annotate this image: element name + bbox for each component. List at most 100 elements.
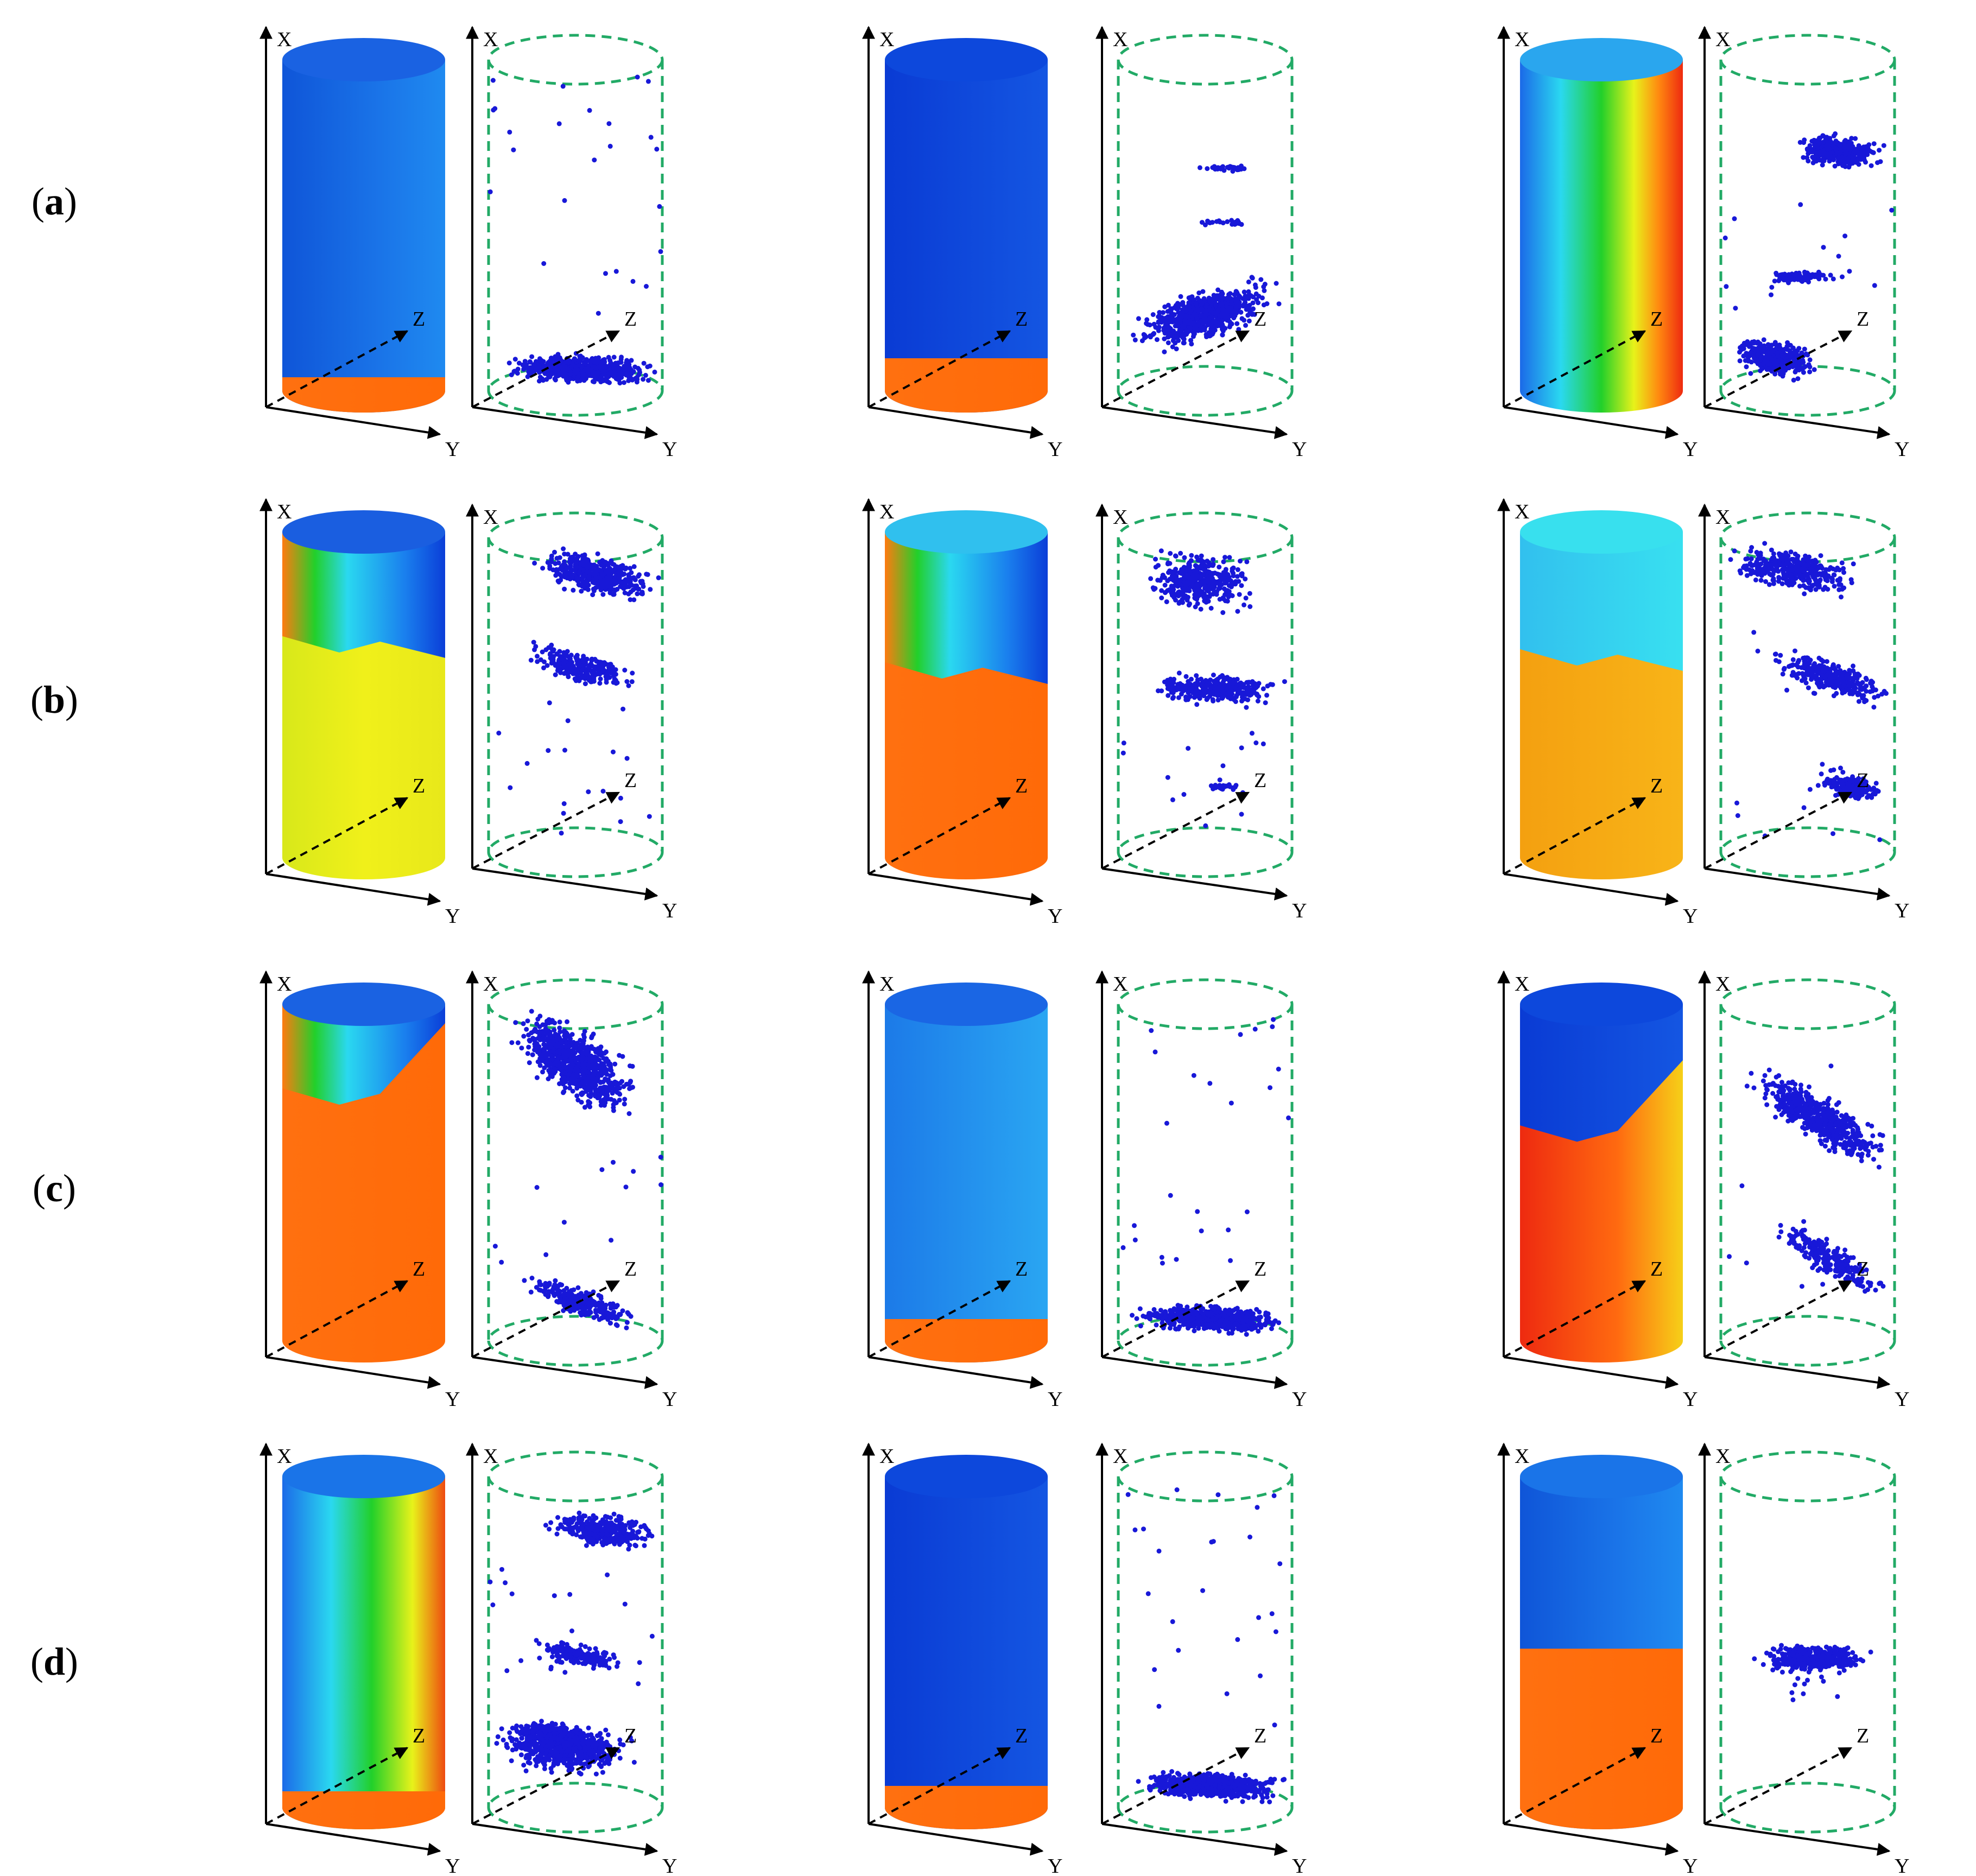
fracture-point: [1732, 216, 1737, 221]
fracture-point: [1159, 595, 1164, 600]
row-label-b: (b): [30, 678, 78, 721]
fracture-point: [1204, 310, 1209, 315]
fracture-point: [1781, 353, 1786, 359]
fracture-point: [1242, 602, 1246, 607]
fracture-point: [1187, 565, 1192, 570]
z-axis-label: Z: [1650, 775, 1663, 797]
fracture-point: [1833, 782, 1838, 787]
fracture-point: [1877, 148, 1882, 153]
y-axis-label: Y: [1895, 438, 1909, 461]
fracture-point: [595, 551, 600, 556]
fracture-point: [634, 375, 639, 380]
fracture-point: [1877, 837, 1883, 842]
fracture-point: [575, 656, 580, 662]
fracture-point: [618, 357, 624, 362]
fracture-point: [1212, 164, 1217, 169]
fracture-point: [1840, 784, 1846, 789]
fracture-point: [1229, 218, 1234, 223]
y-axis: [265, 406, 441, 439]
fracture-point: [568, 371, 573, 377]
fracture-point: [628, 367, 634, 372]
fracture-point: [575, 371, 581, 376]
fracture-point: [527, 1060, 532, 1066]
fracture-point: [1156, 314, 1161, 319]
row-label-c: (c): [33, 1167, 76, 1210]
fracture-point: [1202, 298, 1208, 303]
fracture-point: [598, 666, 604, 671]
fracture-point: [1199, 220, 1205, 225]
fracture-point: [1755, 648, 1760, 654]
fracture-point: [1737, 358, 1743, 364]
fracture-point: [541, 261, 547, 266]
fracture-point: [1798, 360, 1804, 365]
fracture-point: [645, 364, 650, 370]
fracture-point: [1825, 154, 1830, 159]
fracture-point: [1764, 367, 1770, 372]
fracture-point: [596, 310, 601, 316]
fracture-point: [1807, 357, 1813, 363]
fracture-point: [1221, 677, 1226, 683]
fracture-point: [628, 371, 633, 377]
y-axis-label: Y: [1292, 438, 1307, 461]
fracture-point: [1737, 350, 1742, 355]
fracture-point: [555, 668, 560, 673]
fracture-point: [607, 662, 612, 668]
fracture-point: [1205, 166, 1210, 172]
fracture-point: [1818, 553, 1823, 559]
fracture-point: [1755, 567, 1760, 573]
fracture-point: [1239, 745, 1244, 751]
fracture-point: [1831, 693, 1836, 699]
y-axis-label: Y: [445, 905, 460, 928]
fracture-point: [1869, 163, 1874, 168]
fracture-point: [1803, 585, 1809, 590]
fracture-point: [548, 364, 553, 369]
fracture-point: [1861, 144, 1866, 150]
fracture-point: [1855, 681, 1860, 687]
fracture-point: [1832, 584, 1837, 589]
fracture-point: [1215, 320, 1220, 326]
fracture-point: [648, 587, 653, 592]
fracture-point: [1732, 548, 1737, 554]
fracture-point: [1822, 585, 1828, 590]
fracture-point: [1264, 693, 1269, 698]
fracture-point: [1230, 297, 1235, 302]
fracture-point: [1225, 309, 1230, 315]
fracture-point: [1181, 575, 1187, 581]
fracture-point: [1203, 823, 1208, 828]
fracture-point: [1772, 341, 1777, 347]
fracture-point: [598, 676, 603, 682]
fracture-point: [1816, 663, 1822, 668]
fracture-point: [1147, 322, 1152, 328]
fracture-point: [1234, 321, 1240, 326]
fracture-point: [1838, 765, 1843, 771]
fracture-point: [1809, 273, 1814, 278]
fracture-point: [1276, 301, 1282, 307]
fracture-point: [1161, 310, 1166, 315]
fracture-point: [592, 580, 597, 586]
fracture-point: [1834, 775, 1839, 780]
fracture-point: [1840, 586, 1845, 592]
fracture-point: [572, 567, 577, 573]
fracture-point: [1221, 559, 1226, 565]
fracture-point: [1208, 685, 1213, 690]
x-axis-label: X: [879, 28, 894, 51]
fracture-point: [1788, 275, 1793, 281]
fracture-point: [577, 378, 582, 383]
fracture-point: [1851, 676, 1856, 681]
fracture-point: [1833, 146, 1838, 151]
fracture-point: [1796, 346, 1802, 351]
fracture-point: [1233, 687, 1239, 692]
x-axis-label: X: [277, 28, 292, 51]
fracture-point: [1227, 322, 1233, 328]
fracture-point: [1836, 669, 1841, 674]
fracture-point: [1766, 354, 1771, 360]
fracture-point: [1771, 578, 1776, 584]
fracture-point: [1197, 580, 1202, 586]
fracture-point: [1809, 559, 1815, 563]
fracture-point: [1755, 353, 1760, 358]
fracture-point: [1825, 142, 1831, 147]
panel-b3-point-cloud: [1728, 541, 1889, 842]
